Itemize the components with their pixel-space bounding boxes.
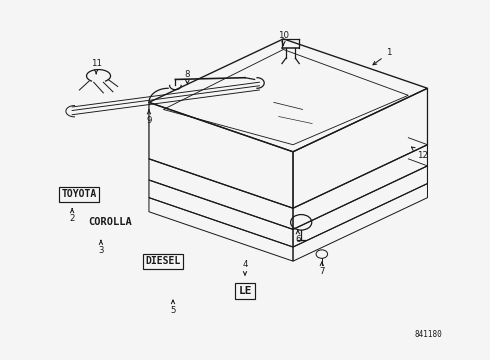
Text: 11: 11 xyxy=(91,59,101,74)
Text: 1: 1 xyxy=(373,49,392,65)
Text: 4: 4 xyxy=(242,260,248,275)
Text: 12: 12 xyxy=(412,147,428,160)
Text: 8: 8 xyxy=(185,70,190,84)
Text: 3: 3 xyxy=(98,240,104,255)
Text: TOYOTA: TOYOTA xyxy=(62,189,97,199)
Text: DIESEL: DIESEL xyxy=(146,256,181,266)
Text: 841180: 841180 xyxy=(414,330,442,339)
Text: 10: 10 xyxy=(278,31,289,45)
Text: 9: 9 xyxy=(147,110,151,125)
Text: 6: 6 xyxy=(295,230,300,244)
Text: 2: 2 xyxy=(70,209,75,223)
Text: COROLLA: COROLLA xyxy=(89,217,132,227)
Text: LE: LE xyxy=(238,286,252,296)
Text: 7: 7 xyxy=(319,262,324,276)
Text: 5: 5 xyxy=(170,300,176,315)
